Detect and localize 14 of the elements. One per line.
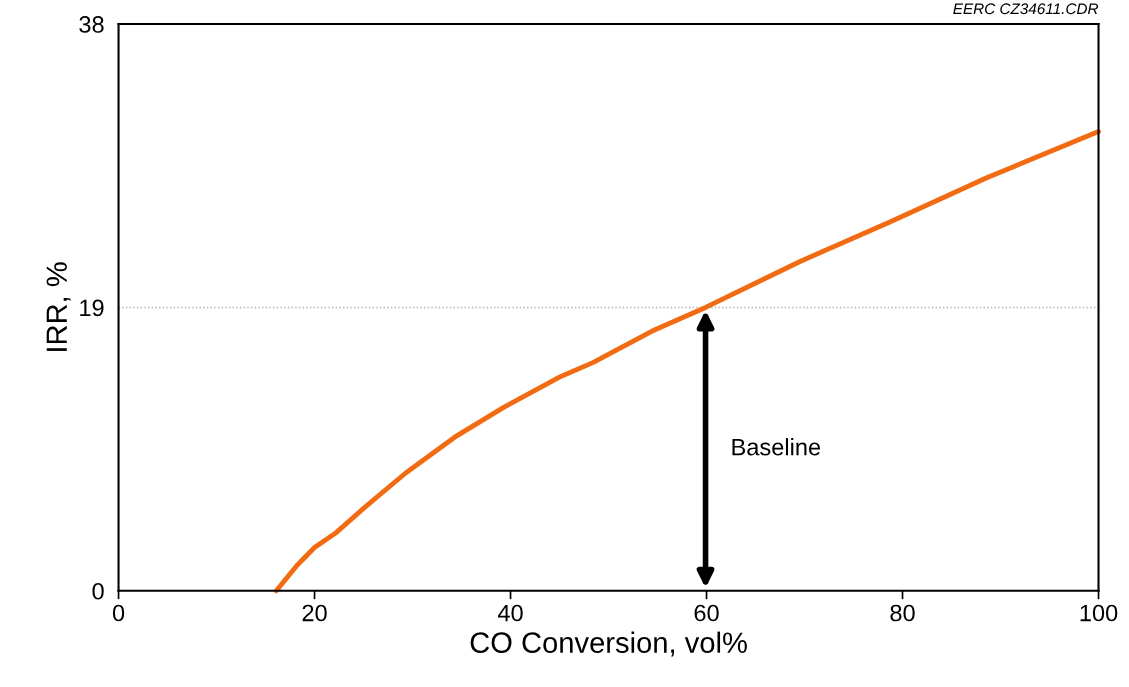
x-tick-label: 0 <box>112 604 125 622</box>
x-tick-label: 80 <box>890 604 915 622</box>
y-tick-label: 19 <box>80 299 104 317</box>
text: EERC CZ34611.CDR <box>953 3 1099 15</box>
x-tick-label: 60 <box>694 604 719 622</box>
y-axis-title: IRR, % <box>46 262 71 351</box>
x-tick-label: 40 <box>497 604 523 622</box>
y-tick-label: 38 <box>79 16 104 33</box>
annotation: Baseline <box>732 438 821 456</box>
line-series <box>273 129 1101 594</box>
x-tick-label: 20 <box>302 604 327 622</box>
x-tick-label: 100 <box>1080 604 1118 622</box>
x-axis-title: CO Conversion, vol% <box>470 631 747 657</box>
y-tick-label: 0 <box>92 582 104 600</box>
